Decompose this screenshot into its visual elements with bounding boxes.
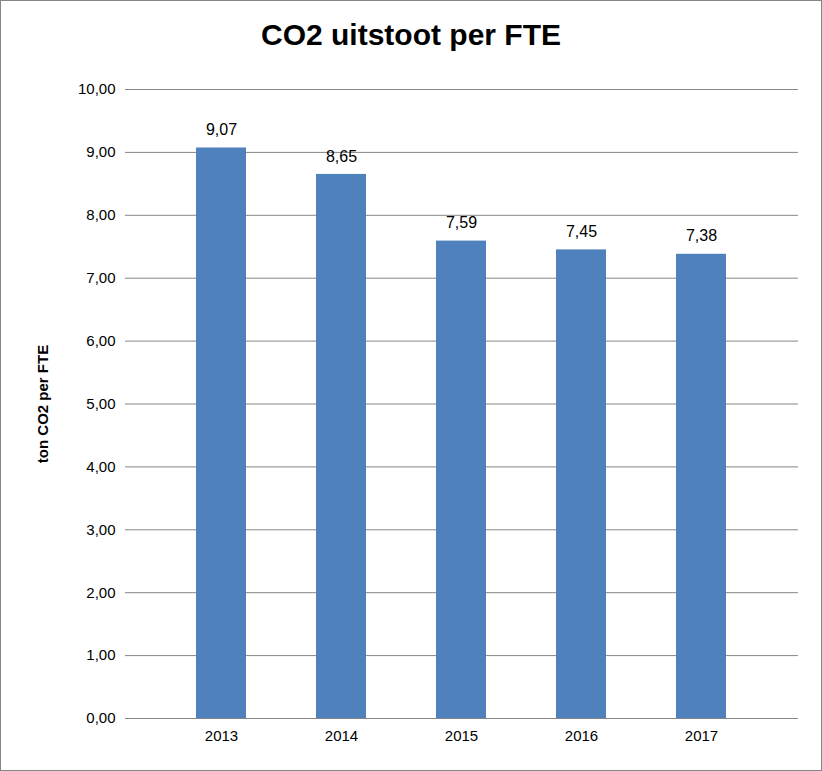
svg-text:2,00: 2,00: [86, 584, 115, 601]
svg-text:ton CO2 per FTE: ton CO2 per FTE: [34, 345, 51, 463]
svg-text:2014: 2014: [325, 727, 358, 744]
svg-text:9,07: 9,07: [206, 121, 237, 138]
svg-text:0,00: 0,00: [86, 709, 115, 726]
svg-text:2016: 2016: [565, 727, 598, 744]
svg-text:10,00: 10,00: [78, 80, 116, 97]
svg-text:5,00: 5,00: [86, 395, 115, 412]
svg-text:7,38: 7,38: [686, 227, 717, 244]
svg-text:7,00: 7,00: [86, 269, 115, 286]
svg-text:8,65: 8,65: [326, 148, 357, 165]
svg-text:6,00: 6,00: [86, 332, 115, 349]
svg-text:3,00: 3,00: [86, 521, 115, 538]
svg-text:7,59: 7,59: [446, 214, 477, 231]
svg-text:1,00: 1,00: [86, 646, 115, 663]
svg-text:2015: 2015: [445, 727, 478, 744]
svg-text:9,00: 9,00: [86, 143, 115, 160]
svg-text:8,00: 8,00: [86, 206, 115, 223]
svg-text:7,45: 7,45: [566, 223, 597, 240]
svg-text:4,00: 4,00: [86, 458, 115, 475]
svg-text:2017: 2017: [685, 727, 718, 744]
html-text:CO2 uitstoot per FTE: CO2 uitstoot per FTE: [261, 18, 561, 51]
svg-text:2013: 2013: [205, 727, 238, 744]
